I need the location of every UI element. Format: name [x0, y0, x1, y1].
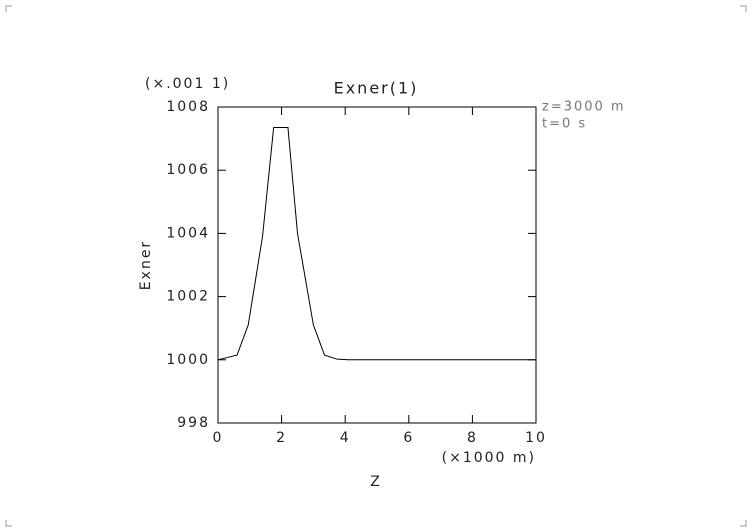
y-tick-label: 1006	[166, 162, 210, 178]
x-tick-label: 6	[403, 430, 414, 446]
scale-note: (×.001 1)	[145, 76, 230, 92]
y-tick-label: 1008	[166, 99, 210, 115]
y-tick-label: 1000	[166, 352, 210, 368]
x-axis-label: Z	[370, 474, 382, 490]
y-tick-label: 1004	[166, 225, 210, 241]
x-unit: (×1000 m)	[442, 450, 536, 466]
line-series	[217, 127, 536, 361]
x-tick-label: 4	[340, 430, 351, 446]
chart-title: Exner(1)	[334, 79, 419, 98]
x-tick-label: 2	[276, 430, 287, 446]
annotation: z=3000 m	[542, 100, 626, 115]
x-tick-label: 10	[525, 430, 547, 446]
x-tick-label: 8	[467, 430, 478, 446]
plot-frame	[217, 106, 537, 424]
annotation: t=0 s	[542, 117, 587, 132]
y-axis-label: Exner	[138, 240, 154, 290]
y-tick-label: 1002	[166, 289, 210, 305]
y-tick-label: 998	[177, 415, 210, 431]
x-tick-label: 0	[213, 430, 224, 446]
corner-marks	[5, 5, 747, 527]
